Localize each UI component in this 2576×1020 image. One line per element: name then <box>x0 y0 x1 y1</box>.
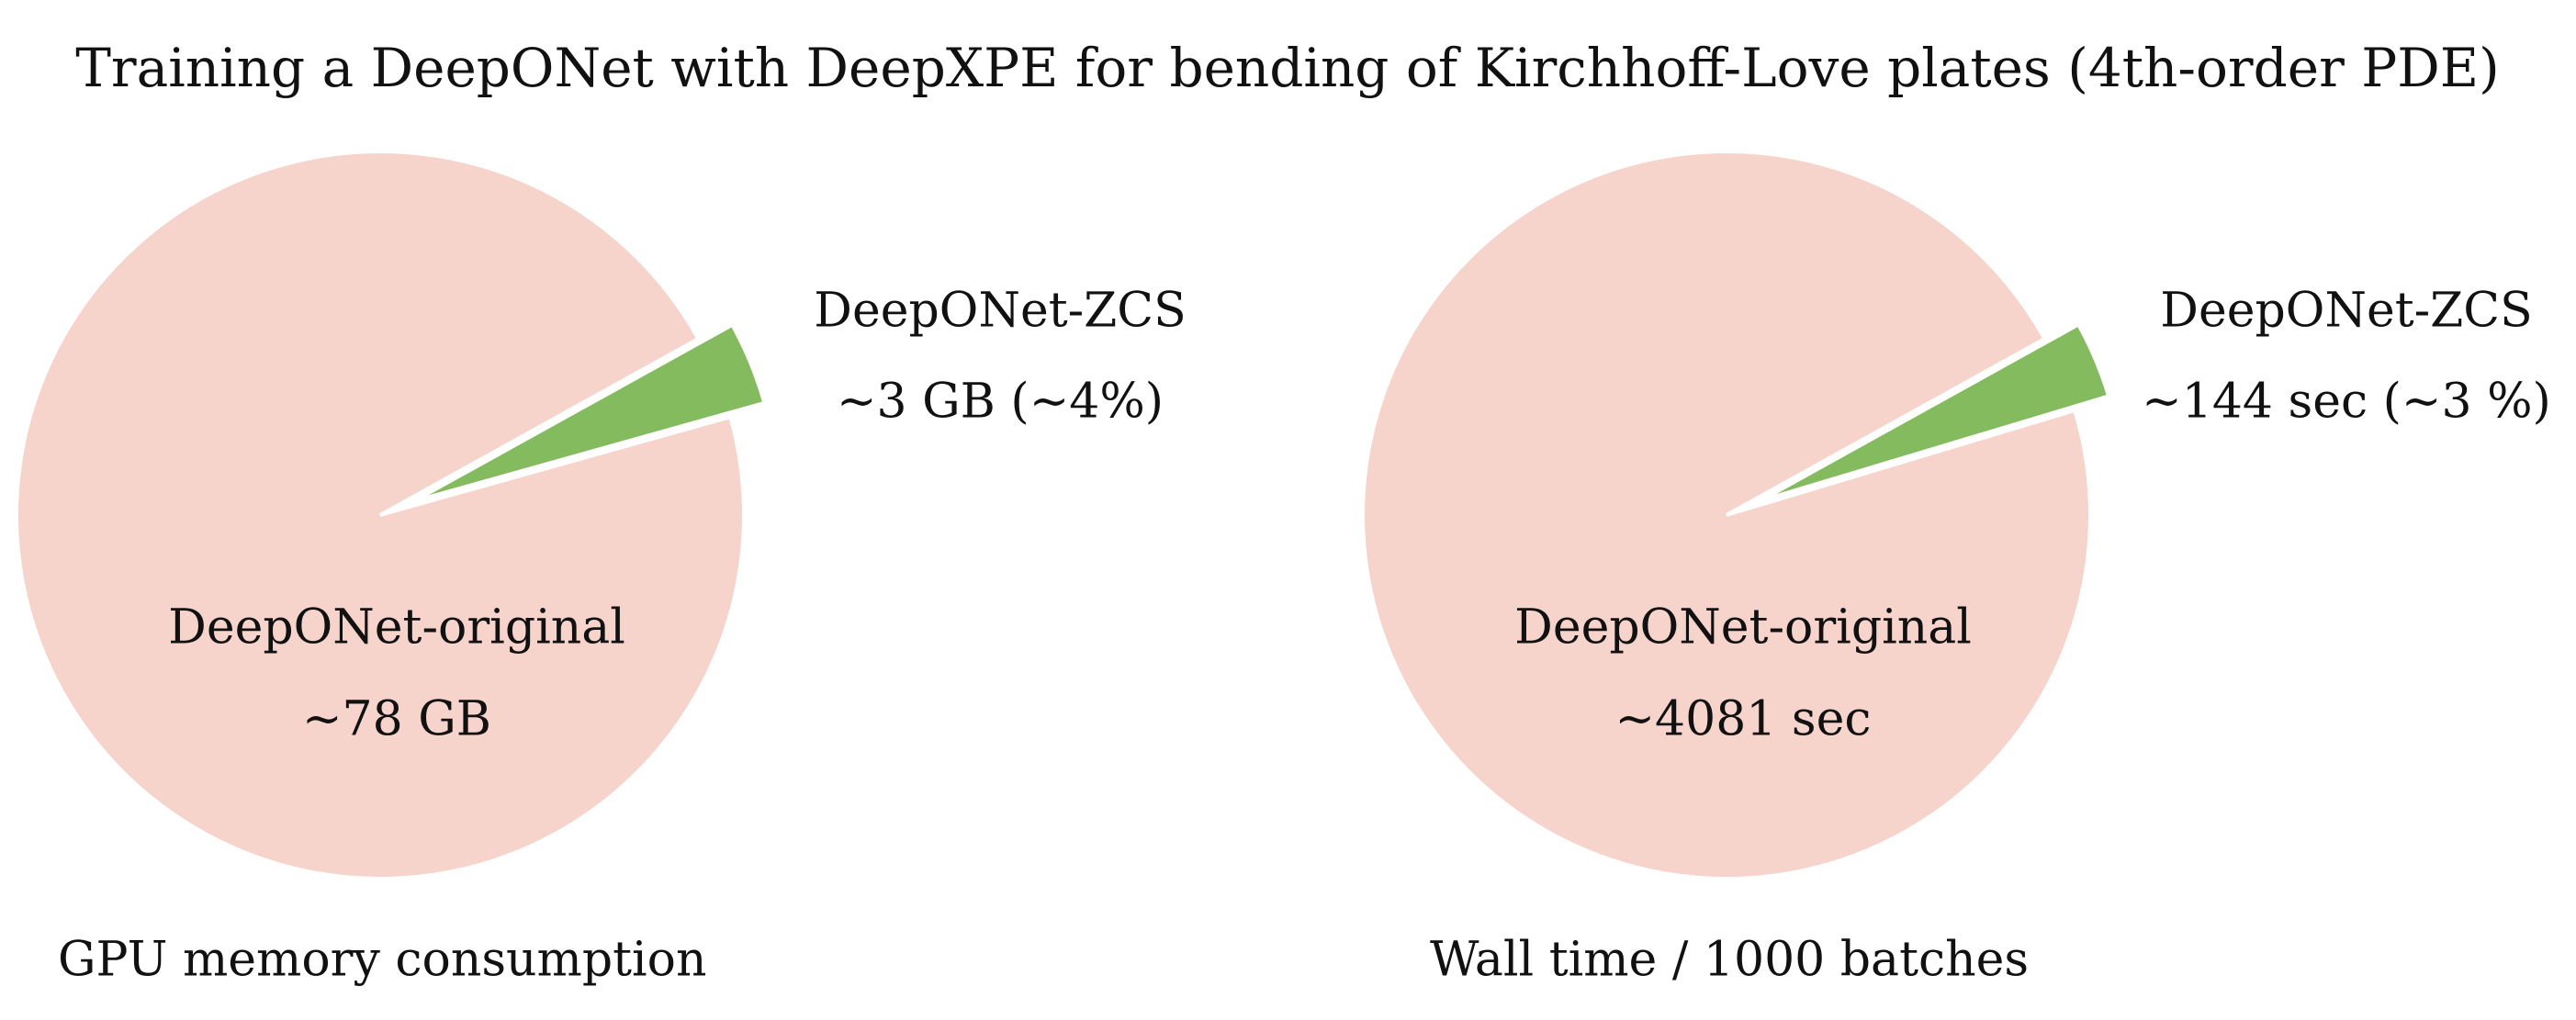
pie-slice <box>15 150 746 880</box>
chart-caption: GPU memory consumption <box>58 933 706 988</box>
pie-slice <box>1361 150 2093 880</box>
slice-label: DeepONet-original <box>168 600 625 656</box>
chart-caption: Wall time / 1000 batches <box>1430 933 2029 988</box>
figure-title: Training a DeepONet with DeepXPE for ben… <box>75 37 2500 99</box>
value-label: ~3 GB (~4%) <box>837 375 1164 430</box>
pie-slice <box>1759 321 2111 503</box>
pie-slice <box>413 322 767 503</box>
slice-label: DeepONet-original <box>1514 600 1972 656</box>
slice-label: DeepONet-ZCS <box>2160 284 2532 339</box>
value-label: ~144 sec (~3 %) <box>2142 375 2551 430</box>
slice-label: DeepONet-ZCS <box>814 284 1186 339</box>
value-label: ~4081 sec <box>1614 692 1871 747</box>
value-label: ~78 GB <box>302 692 491 747</box>
